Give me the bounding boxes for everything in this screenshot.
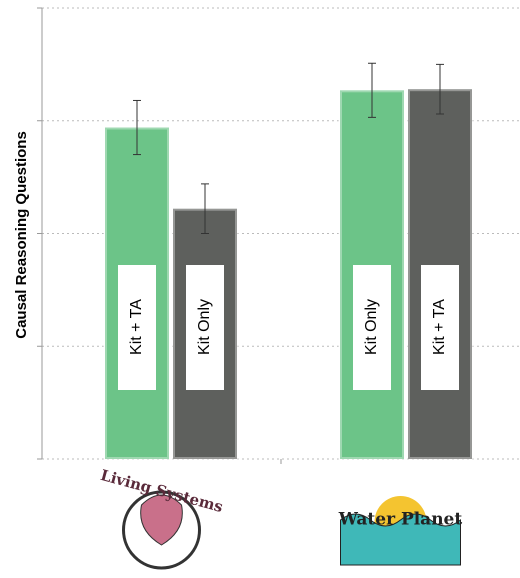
y-axis-label: Causal Reasoning Questions bbox=[13, 131, 30, 339]
bar-label: Kit + TA bbox=[128, 299, 145, 355]
bar-label-box bbox=[186, 265, 224, 390]
bar-label: Kit Only bbox=[196, 299, 213, 355]
bar-label-box bbox=[421, 265, 459, 390]
category-label: Water Planet bbox=[338, 510, 463, 530]
bar-label-box bbox=[353, 265, 391, 390]
logo-shape bbox=[122, 490, 201, 570]
bar-label-box bbox=[118, 265, 156, 390]
bar-label: Kit Only bbox=[363, 299, 380, 355]
logo-heart bbox=[140, 494, 183, 546]
bar-label: Kit + TA bbox=[431, 299, 448, 355]
logo-wave bbox=[340, 513, 461, 566]
